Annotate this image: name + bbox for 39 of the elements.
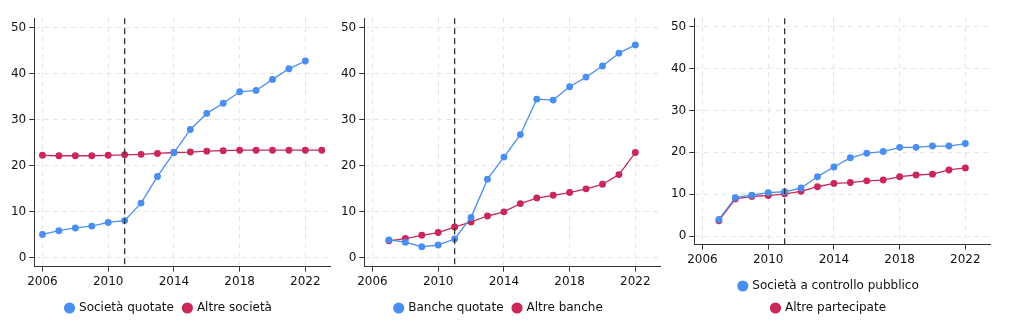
x-tick-label: 2010 bbox=[752, 251, 784, 266]
y-tick-label: 40 bbox=[10, 65, 27, 80]
y-tick-label: 30 bbox=[670, 102, 687, 117]
y-tick-label: 10 bbox=[340, 203, 357, 218]
x-tick-label: 2022 bbox=[290, 273, 321, 288]
y-tick-label: 50 bbox=[340, 19, 357, 34]
x-tick-label: 2022 bbox=[950, 251, 981, 266]
legend-label: Società a controllo pubblico bbox=[752, 278, 919, 293]
x-tick-label: 2006 bbox=[27, 273, 58, 288]
y-tick-label: 40 bbox=[670, 60, 687, 75]
y-tick-label: 30 bbox=[340, 111, 357, 126]
legend-label: Società quotate bbox=[79, 300, 174, 315]
y-tick-label: 0 bbox=[678, 228, 687, 243]
y-tick-label: 0 bbox=[348, 249, 357, 264]
y-tick-label: 40 bbox=[340, 65, 357, 80]
y-tick-label: 30 bbox=[10, 111, 27, 126]
y-tick-label: 50 bbox=[10, 19, 27, 34]
y-tick-label: 20 bbox=[670, 144, 687, 159]
x-tick-label: 2006 bbox=[687, 251, 718, 266]
x-tick-label: 2014 bbox=[818, 251, 850, 266]
x-tick-label: 2010 bbox=[92, 273, 124, 288]
y-tick-label: 50 bbox=[670, 18, 687, 33]
x-tick-label: 2018 bbox=[224, 273, 255, 288]
x-tick-label: 2014 bbox=[158, 273, 190, 288]
y-tick-label: 0 bbox=[18, 249, 27, 264]
legend-label: Banche quotate bbox=[408, 300, 504, 315]
x-tick-label: 2006 bbox=[357, 273, 388, 288]
y-tick-label: 20 bbox=[340, 157, 357, 172]
x-tick-label: 2018 bbox=[554, 273, 585, 288]
x-tick-label: 2022 bbox=[620, 273, 651, 288]
x-tick-label: 2010 bbox=[422, 273, 454, 288]
x-tick-label: 2018 bbox=[884, 251, 915, 266]
y-tick-label: 10 bbox=[10, 203, 27, 218]
legend-label: Altre banche bbox=[526, 300, 603, 315]
legend-label: Altre partecipate bbox=[784, 300, 887, 315]
y-tick-label: 20 bbox=[10, 157, 27, 172]
y-tick-label: 10 bbox=[670, 186, 687, 201]
legend-label: Altre società bbox=[196, 300, 272, 315]
x-tick-label: 2014 bbox=[488, 273, 520, 288]
